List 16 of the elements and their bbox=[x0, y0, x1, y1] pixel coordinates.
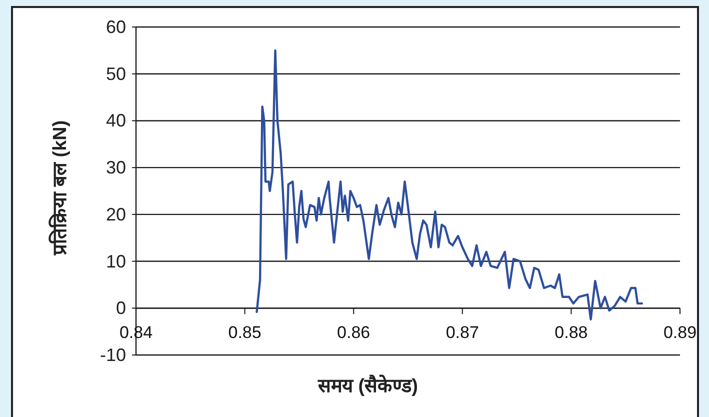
x-tick-label: 0.85 bbox=[228, 323, 262, 342]
y-tick-label: 20 bbox=[106, 204, 126, 224]
line-series bbox=[256, 49, 644, 320]
y-tick-label: 40 bbox=[106, 110, 126, 131]
y-axis-title: प्रतिक्रिया बल (kN) bbox=[48, 120, 71, 256]
x-tick-label: 0.87 bbox=[446, 323, 479, 342]
y-tick-label: 0 bbox=[116, 298, 126, 318]
y-tick-label: -10 bbox=[100, 345, 126, 365]
x-tick-label: 0.86 bbox=[337, 323, 370, 342]
y-tick-label: 10 bbox=[106, 251, 126, 272]
x-axis-title: समय (सैकेण्ड) bbox=[317, 374, 418, 397]
x-tick-label: 0.88 bbox=[554, 323, 588, 342]
y-tick-label: 30 bbox=[106, 158, 126, 178]
y-tick-label: 50 bbox=[106, 64, 126, 84]
y-tick-label: 60 bbox=[106, 17, 126, 37]
x-tick-label: 0.89 bbox=[663, 323, 697, 342]
